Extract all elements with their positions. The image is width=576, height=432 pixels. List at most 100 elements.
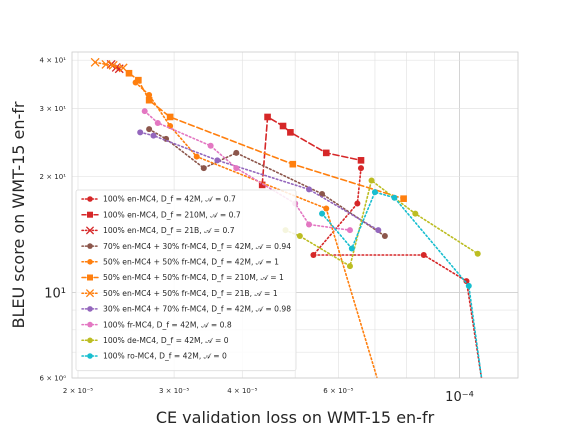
legend-marker bbox=[85, 289, 95, 298]
data-point bbox=[166, 113, 174, 121]
legend-marker bbox=[87, 259, 93, 265]
legend-marker bbox=[87, 196, 93, 202]
legend-entry: 30% en-MC4 + 70% fr-MC4, D_f = 42M, 𝒜 = … bbox=[81, 305, 291, 314]
data-point bbox=[323, 205, 330, 212]
legend-label: 100% de-MC4, D_f = 42M, 𝒜 = 0 bbox=[103, 336, 229, 345]
series-line bbox=[311, 167, 483, 378]
y-tick-label: 2 × 10¹ bbox=[40, 173, 67, 181]
series-11 bbox=[319, 189, 483, 378]
legend-marker bbox=[87, 321, 93, 328]
series-line bbox=[261, 115, 362, 186]
series-2 bbox=[258, 113, 365, 189]
data-point bbox=[306, 221, 313, 228]
x-tick-label: 2 × 10⁻⁵ bbox=[63, 387, 93, 395]
legend-entry: 50% en-MC4 + 50% fr-MC4, D_f = 21B, 𝒜 = … bbox=[81, 289, 278, 298]
data-point bbox=[346, 263, 353, 270]
legend-label: 50% en-MC4 + 50% fr-MC4, D_f = 42M, 𝒜 = … bbox=[103, 258, 279, 267]
data-point bbox=[357, 165, 364, 172]
legend-marker bbox=[87, 243, 93, 249]
y-tick-label: 3 × 10¹ bbox=[40, 105, 67, 113]
data-point bbox=[233, 149, 240, 156]
data-point bbox=[391, 194, 398, 201]
data-point bbox=[319, 190, 326, 197]
data-point bbox=[346, 227, 353, 234]
legend-label: 30% en-MC4 + 70% fr-MC4, D_f = 42M, 𝒜 = … bbox=[103, 305, 291, 314]
y-tick-label: 4 × 10¹ bbox=[40, 57, 67, 65]
data-point bbox=[193, 153, 200, 160]
legend-label: 50% en-MC4 + 50% fr-MC4, D_f = 210M, 𝒜 =… bbox=[103, 273, 284, 282]
data-point bbox=[264, 113, 271, 121]
series-line bbox=[321, 191, 483, 378]
legend-entry: 100% de-MC4, D_f = 42M, 𝒜 = 0 bbox=[81, 336, 229, 345]
data-point bbox=[400, 195, 407, 202]
data-point bbox=[135, 76, 142, 84]
data-point bbox=[474, 250, 481, 257]
legend-label: 70% en-MC4 + 30% fr-MC4, D_f = 42M, 𝒜 = … bbox=[103, 242, 291, 251]
legend-marker bbox=[87, 353, 93, 359]
legend-entry: 50% en-MC4 + 50% fr-MC4, D_f = 210M, 𝒜 =… bbox=[81, 273, 284, 282]
legend-label: 50% en-MC4 + 50% fr-MC4, D_f = 21B, 𝒜 = … bbox=[103, 289, 278, 298]
data-point bbox=[319, 210, 326, 217]
data-point bbox=[150, 132, 157, 139]
data-point bbox=[381, 233, 388, 240]
legend-marker bbox=[87, 337, 93, 344]
legend-entry: 100% fr-MC4, D_f = 42M, 𝒜 = 0.8 bbox=[81, 320, 232, 329]
data-point bbox=[108, 60, 118, 70]
data-point bbox=[310, 252, 317, 259]
data-point bbox=[371, 189, 378, 196]
data-point bbox=[101, 59, 111, 69]
plot-frame bbox=[71, 51, 519, 379]
y-tick-label: 6 × 10⁰ bbox=[40, 375, 67, 383]
legend-marker bbox=[87, 211, 93, 218]
data-point bbox=[258, 181, 266, 189]
data-point bbox=[233, 165, 240, 172]
data-point bbox=[322, 149, 330, 157]
legend-label: 100% en-MC4, D_f = 42M, 𝒜 = 0.7 bbox=[103, 195, 236, 204]
x-tick-label: 3 × 10⁻⁵ bbox=[159, 387, 189, 395]
data-point bbox=[214, 157, 221, 164]
legend-entry: 50% en-MC4 + 50% fr-MC4, D_f = 42M, 𝒜 = … bbox=[81, 258, 279, 267]
x-tick-label: 10⁻⁴ bbox=[445, 390, 474, 405]
data-layer bbox=[90, 57, 483, 378]
data-point bbox=[137, 129, 144, 136]
legend-label: 100% en-MC4, D_f = 21B, 𝒜 = 0.7 bbox=[103, 226, 235, 235]
data-point bbox=[279, 122, 287, 130]
x-axis-label: CE validation loss on WMT-15 en-fr bbox=[156, 408, 435, 427]
data-point bbox=[125, 69, 133, 77]
data-point bbox=[90, 57, 100, 67]
y-axis-label: BLEU score on WMT-15 en-fr bbox=[9, 101, 28, 328]
legend: 100% en-MC4, D_f = 42M, 𝒜 = 0.7 100% en-M… bbox=[75, 189, 297, 372]
series-line bbox=[94, 61, 124, 69]
series-7 bbox=[90, 57, 128, 73]
data-point bbox=[207, 142, 214, 149]
x-tick-label: 4 × 10⁻⁵ bbox=[227, 387, 257, 395]
data-point bbox=[368, 177, 375, 184]
data-point bbox=[465, 282, 472, 289]
data-point bbox=[145, 96, 153, 104]
data-point bbox=[354, 200, 361, 207]
legend-entry: 70% en-MC4 + 30% fr-MC4, D_f = 42M, 𝒜 = … bbox=[81, 242, 291, 251]
legend-label: 100% fr-MC4, D_f = 42M, 𝒜 = 0.8 bbox=[103, 320, 232, 329]
x-tick-label: 6 × 10⁻⁵ bbox=[323, 387, 353, 395]
series-6 bbox=[125, 69, 407, 202]
series-1 bbox=[310, 165, 483, 378]
legend-entry: 100% ro-MC4, D_f = 42M, 𝒜 = 0 bbox=[81, 352, 227, 361]
data-point bbox=[296, 233, 303, 240]
data-point bbox=[375, 227, 382, 234]
data-point bbox=[154, 119, 161, 126]
legend-entry: 100% en-MC4, D_f = 42M, 𝒜 = 0.7 bbox=[81, 195, 236, 204]
data-point bbox=[357, 157, 365, 164]
data-point bbox=[420, 252, 427, 259]
series-8 bbox=[137, 129, 382, 234]
legend-marker bbox=[85, 226, 95, 235]
series-line bbox=[134, 81, 378, 378]
legend-label: 100% en-MC4, D_f = 210M, 𝒜 = 0.7 bbox=[103, 210, 241, 219]
data-point bbox=[289, 160, 297, 168]
legend-entry: 100% en-MC4, D_f = 210M, 𝒜 = 0.7 bbox=[81, 210, 241, 219]
data-point bbox=[348, 245, 355, 252]
data-point bbox=[287, 129, 294, 136]
data-point bbox=[200, 165, 207, 172]
tick-labels: 2 × 10⁻⁵ 3 × 10⁻⁵ 4 × 10⁻⁵ 6 × 10⁻⁵ 10⁻⁴ 6 × … bbox=[40, 57, 474, 405]
